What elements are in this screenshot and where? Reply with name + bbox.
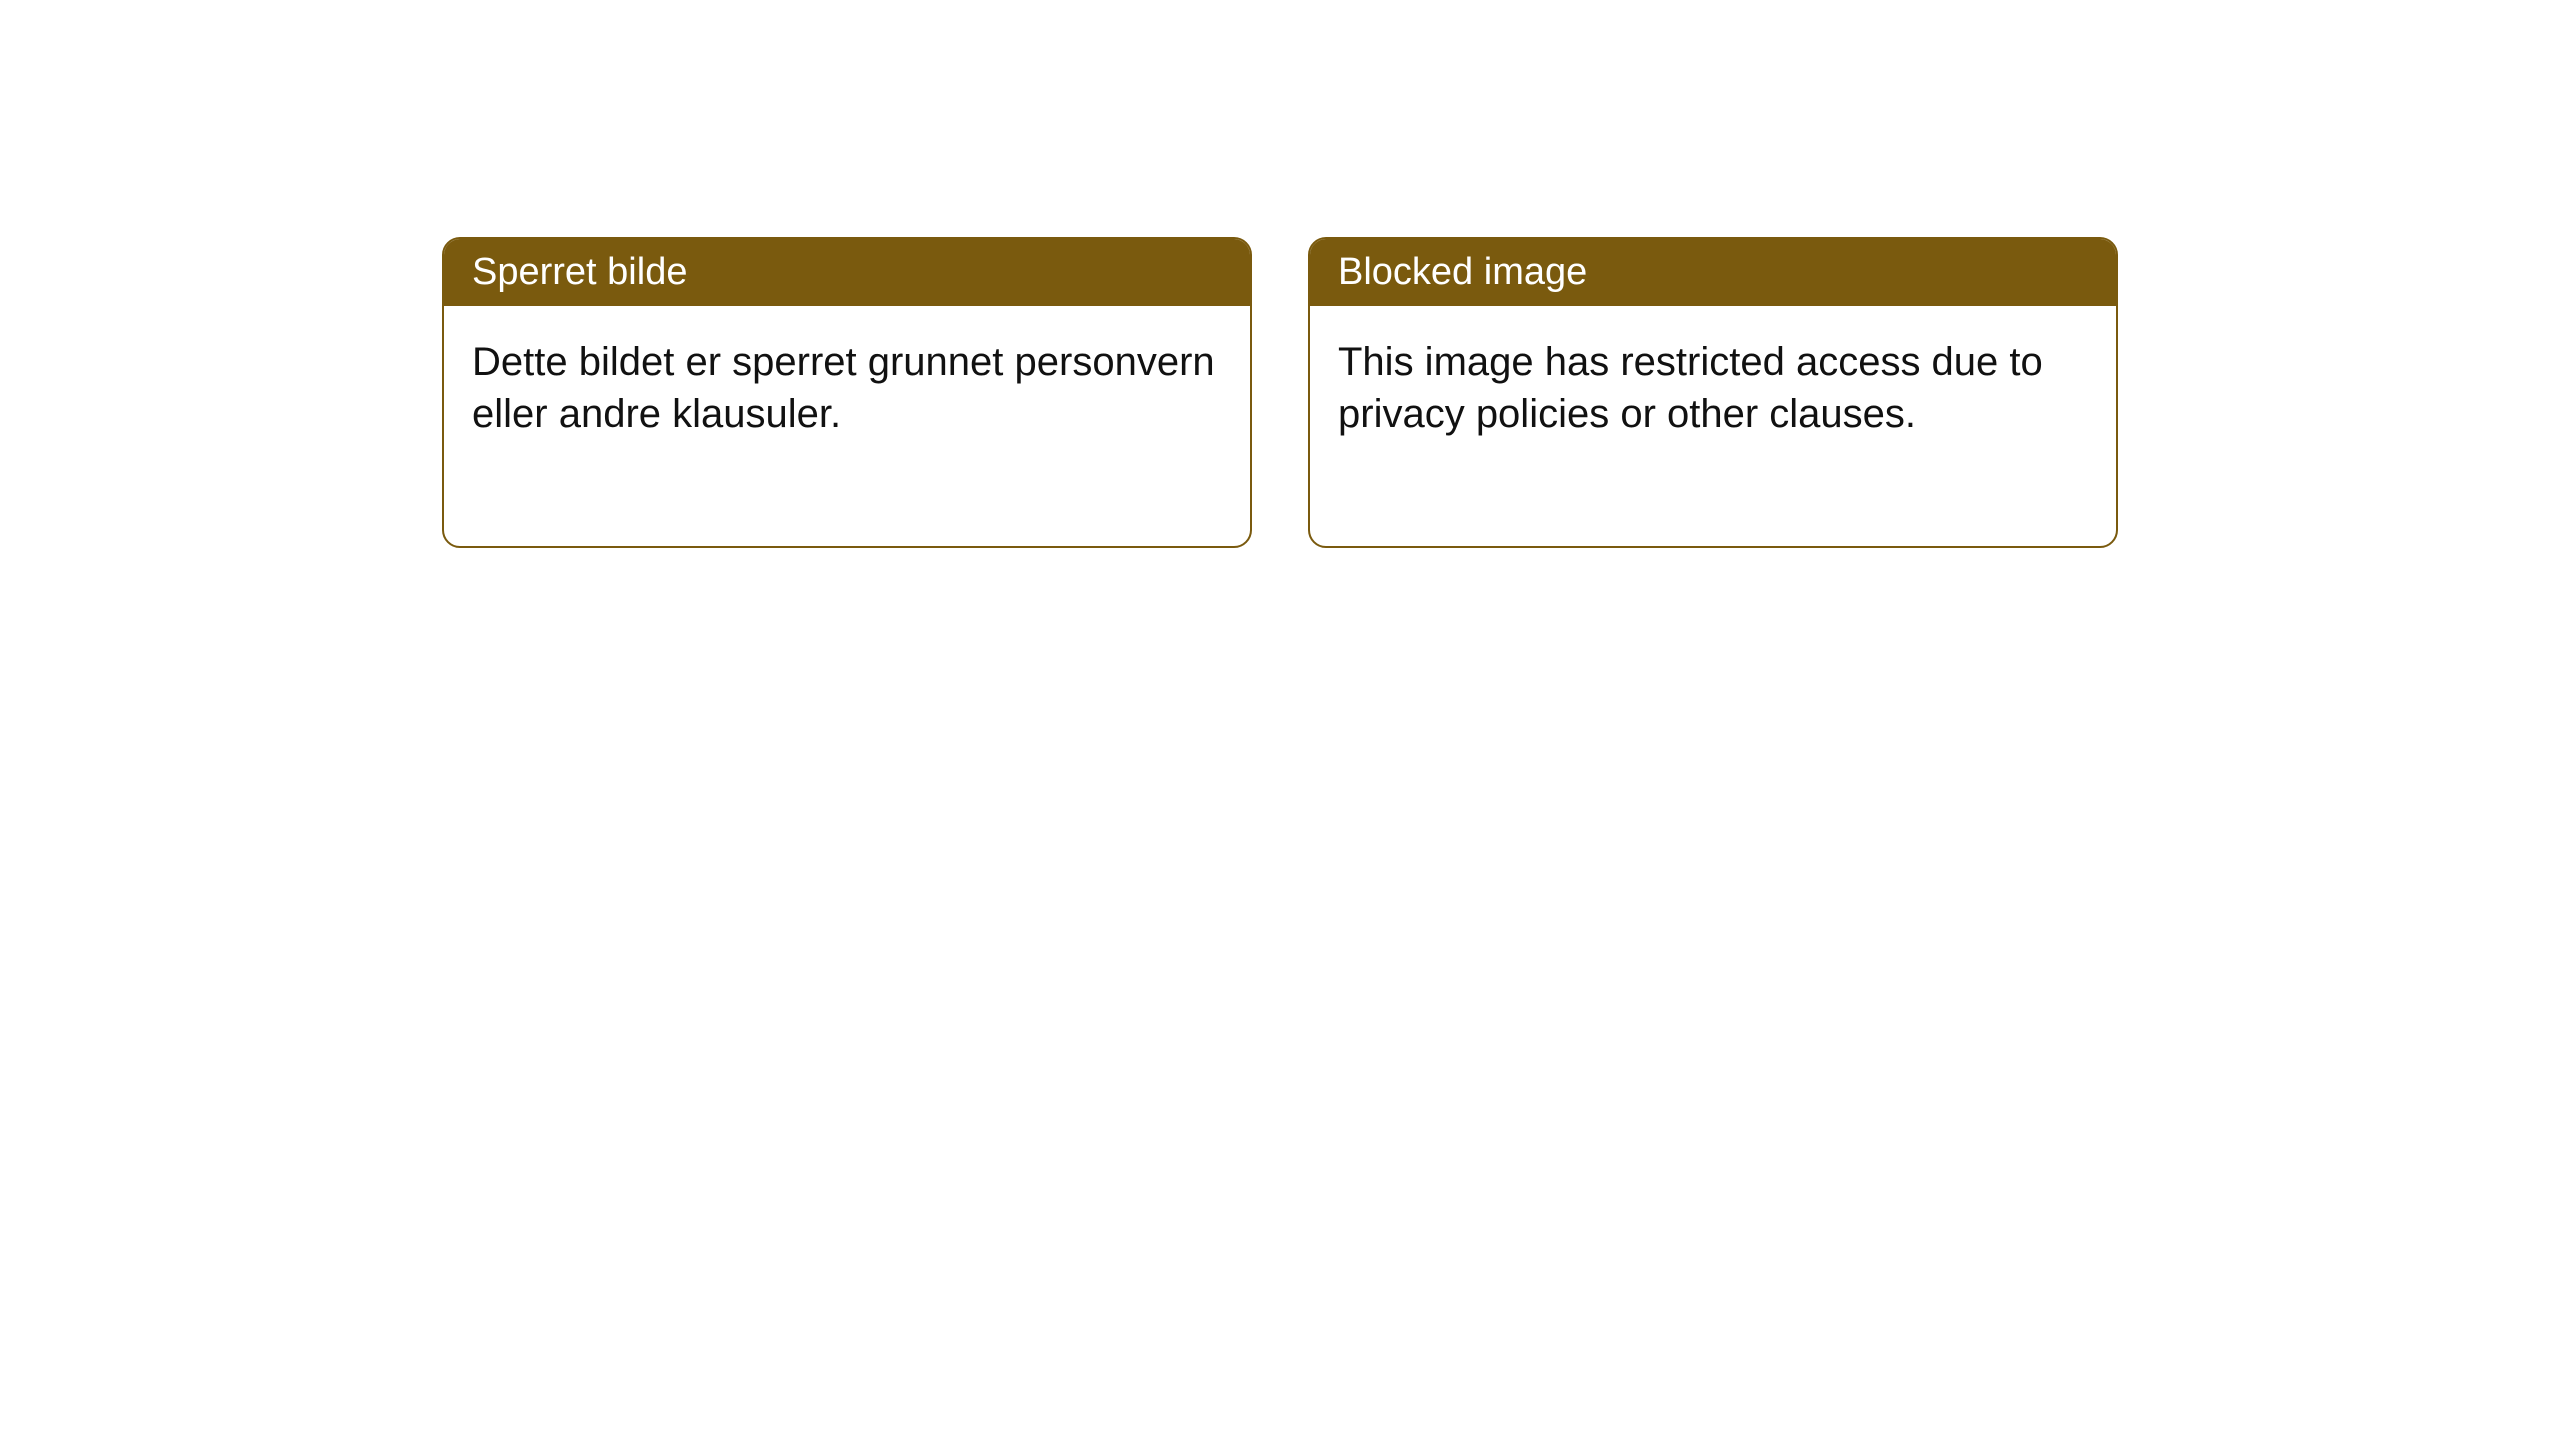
notice-card-english: Blocked image This image has restricted … <box>1308 237 2118 548</box>
notice-message: This image has restricted access due to … <box>1310 306 2116 546</box>
notice-message: Dette bildet er sperret grunnet personve… <box>444 306 1250 546</box>
notice-container: Sperret bilde Dette bildet er sperret gr… <box>0 0 2560 548</box>
notice-title: Sperret bilde <box>444 239 1250 306</box>
notice-title: Blocked image <box>1310 239 2116 306</box>
notice-card-norwegian: Sperret bilde Dette bildet er sperret gr… <box>442 237 1252 548</box>
